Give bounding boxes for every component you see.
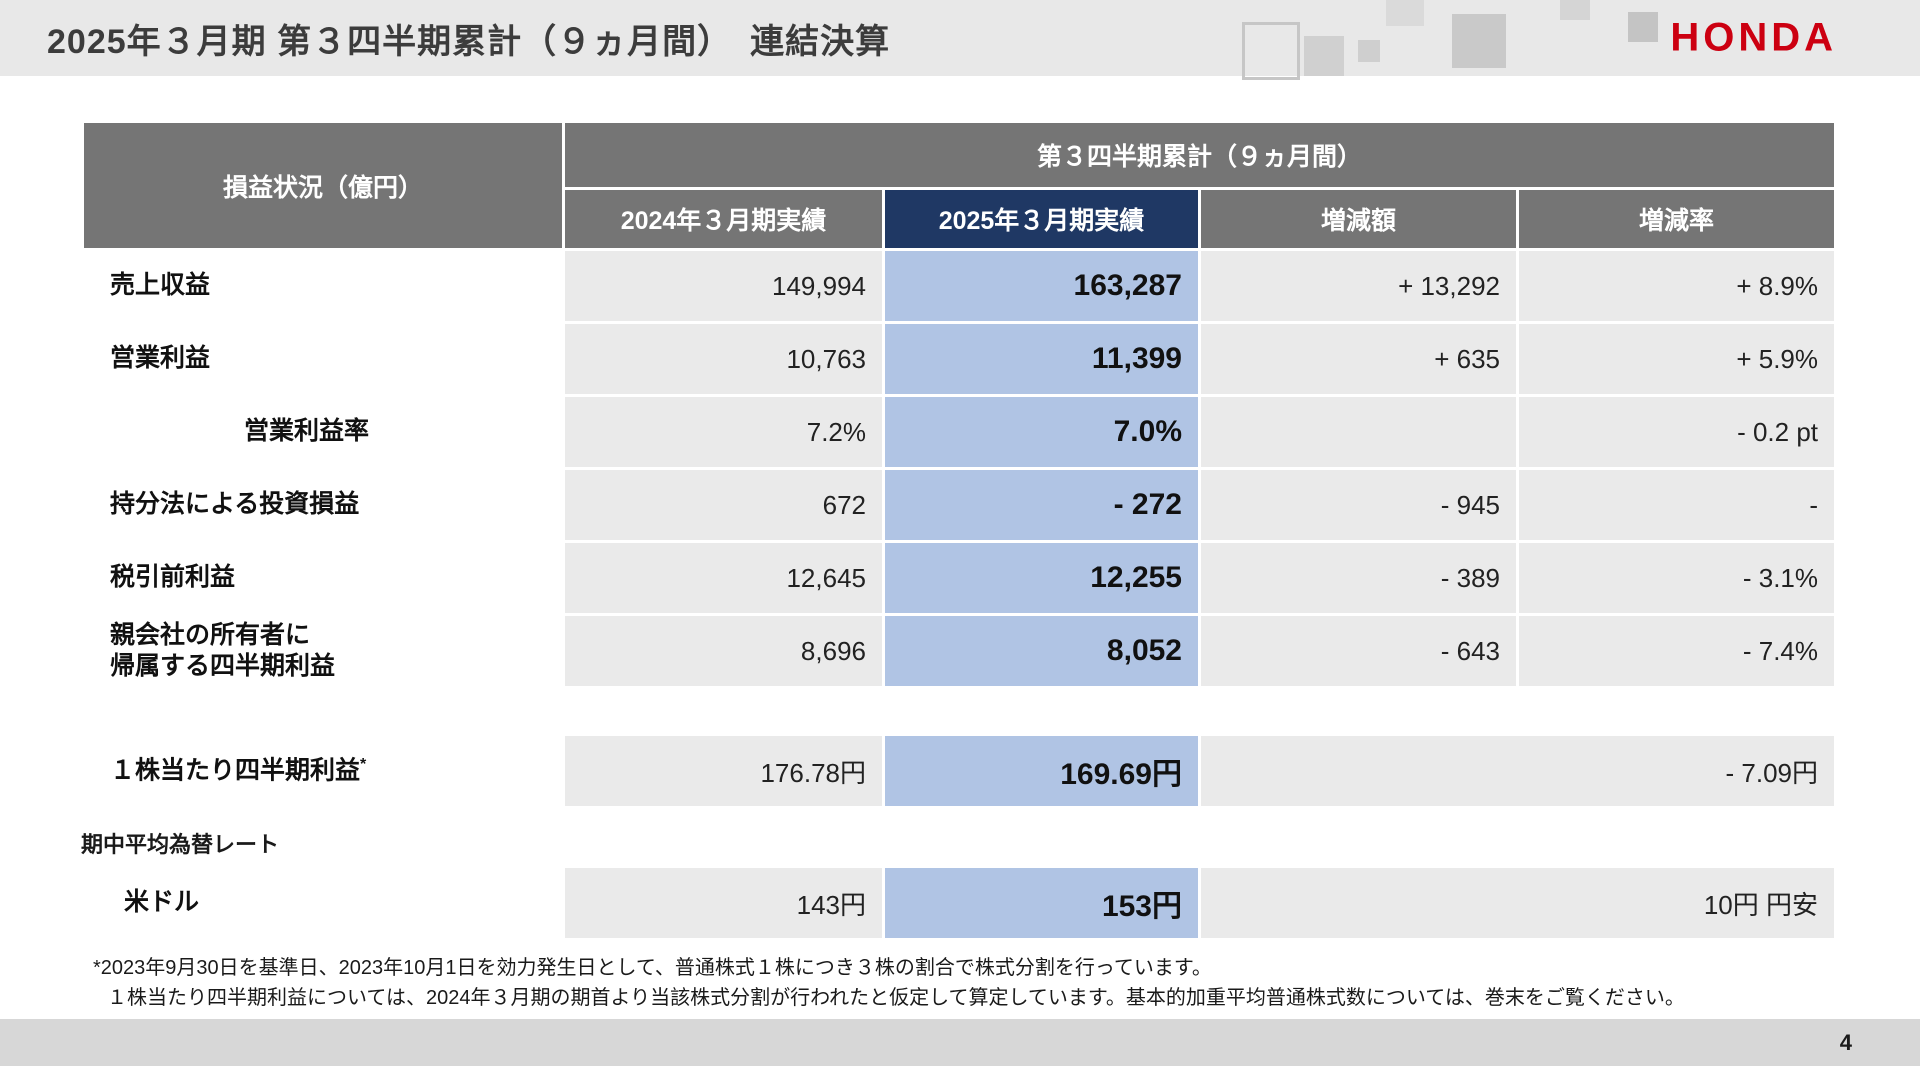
footnote-line-1: *2023年9月30日を基準日、2023年10月1日を効力発生日として、普通株式… [93,957,1212,979]
table-header-row-1: 損益状況（億円） 第３四半期累計（９ヵ月間） [84,123,1835,248]
slide-body: 損益状況（億円） 第３四半期累計（９ヵ月間） 2024年３月期実績 2025年３… [81,120,1841,1013]
decorative-square-icon [1560,0,1590,20]
col-header-rate: 増減率 [1519,190,1835,248]
table-row-pretax-profit: 税引前利益 12,645 12,255 - 389 - 3.1% [84,543,1835,613]
change-value: - 389 [1201,543,1516,613]
decorative-square-icon [1452,14,1506,68]
fy2024-value: 10,763 [565,324,882,394]
decorative-square-icon [1358,40,1380,62]
fy2024-value: 149,994 [565,251,882,321]
change-value: - 643 [1201,616,1516,686]
row-label: 売上収益 [84,251,562,321]
table-group-header: 第３四半期累計（９ヵ月間） [565,123,1835,187]
rate-value: 10円 円安 [1201,868,1834,938]
rate-value: - 7.09円 [1201,736,1834,806]
eps-label-text: １株当たり四半期利益 [110,756,361,785]
fx-section-label: 期中平均為替レート [81,832,280,857]
row-label: 営業利益 [84,324,562,394]
decorative-square-outline-icon [1242,22,1300,80]
table-row-operating-margin: 営業利益率 7.2% 7.0% - 0.2 pt [84,397,1835,467]
slide-header: 2025年３月期 第３四半期累計（９ヵ月間） 連結決算 HONDA [0,0,1920,80]
change-value: + 13,292 [1201,251,1516,321]
footnote-marker: * [360,756,367,774]
row-label: 米ドル [84,868,562,938]
fy2025-value: 163,287 [885,251,1198,321]
fy2025-value: 8,052 [885,616,1198,686]
row-label: 持分法による投資損益 [84,470,562,540]
decorative-square-icon [1304,36,1344,76]
eps-table: １株当たり四半期利益* 176.78円 169.69円 - 7.09円 [81,733,1837,809]
table-row-equity-method: 持分法による投資損益 672 - 272 - 945 - [84,470,1835,540]
fy2024-value: 12,645 [565,543,882,613]
fy2025-value: 7.0% [885,397,1198,467]
decorative-square-icon [1386,0,1424,26]
fy2025-value: 11,399 [885,324,1198,394]
col-header-change: 増減額 [1201,190,1516,248]
row-label: １株当たり四半期利益* [84,736,562,806]
table-row-operating-profit: 営業利益 10,763 11,399 + 635 + 5.9% [84,324,1835,394]
table-row-usd: 米ドル 143円 153円 10円 円安 [84,868,1834,938]
row-label: 税引前利益 [84,543,562,613]
row-label: 営業利益率 [84,397,562,467]
fy2024-value: 176.78円 [565,736,882,806]
footnote-line-2: １株当たり四半期利益については、2024年３月期の期首より当該株式分割が行われた… [107,987,1685,1009]
fy2024-value: 143円 [565,868,882,938]
fy2024-value: 672 [565,470,882,540]
col-header-fy2024: 2024年３月期実績 [565,190,882,248]
fy2024-value: 8,696 [565,616,882,686]
rate-value: - 0.2 pt [1519,397,1835,467]
rate-value: - [1519,470,1835,540]
table-row-eps: １株当たり四半期利益* 176.78円 169.69円 - 7.09円 [84,736,1834,806]
fy2025-value: 153円 [885,868,1198,938]
results-table: 損益状況（億円） 第３四半期累計（９ヵ月間） 2024年３月期実績 2025年３… [81,120,1837,689]
table-row-profit-attributable: 親会社の所有者に 帰属する四半期利益 8,696 8,052 - 643 - 7… [84,616,1835,686]
honda-logo: HONDA [1670,15,1837,60]
page-title: 2025年３月期 第３四半期累計（９ヵ月間） 連結決算 [47,22,891,61]
rate-value: + 8.9% [1519,251,1835,321]
page-number: 4 [1839,1029,1852,1055]
rate-value: - 3.1% [1519,543,1835,613]
change-value: + 635 [1201,324,1516,394]
table-row-revenue: 売上収益 149,994 163,287 + 13,292 + 8.9% [84,251,1835,321]
table-corner-header: 損益状況（億円） [84,123,562,248]
change-value: - 945 [1201,470,1516,540]
footnote: *2023年9月30日を基準日、2023年10月1日を効力発生日として、普通株式… [81,953,1841,1013]
col-header-fy2025: 2025年３月期実績 [885,190,1198,248]
change-value [1201,397,1516,467]
rate-value: + 5.9% [1519,324,1835,394]
fy2024-value: 7.2% [565,397,882,467]
rate-value: - 7.4% [1519,616,1835,686]
row-label: 親会社の所有者に 帰属する四半期利益 [84,616,562,686]
fy2025-value: 12,255 [885,543,1198,613]
table-header-row-2: 2024年３月期実績 2025年３月期実績 増減額 増減率 [84,190,1835,248]
fy2025-value: 169.69円 [885,736,1198,806]
slide-footer: 4 [0,1019,1920,1066]
fy2025-value: - 272 [885,470,1198,540]
fx-table: 米ドル 143円 153円 10円 円安 [81,865,1837,941]
decorative-squares [0,0,1920,80]
decorative-square-icon [1628,12,1658,42]
